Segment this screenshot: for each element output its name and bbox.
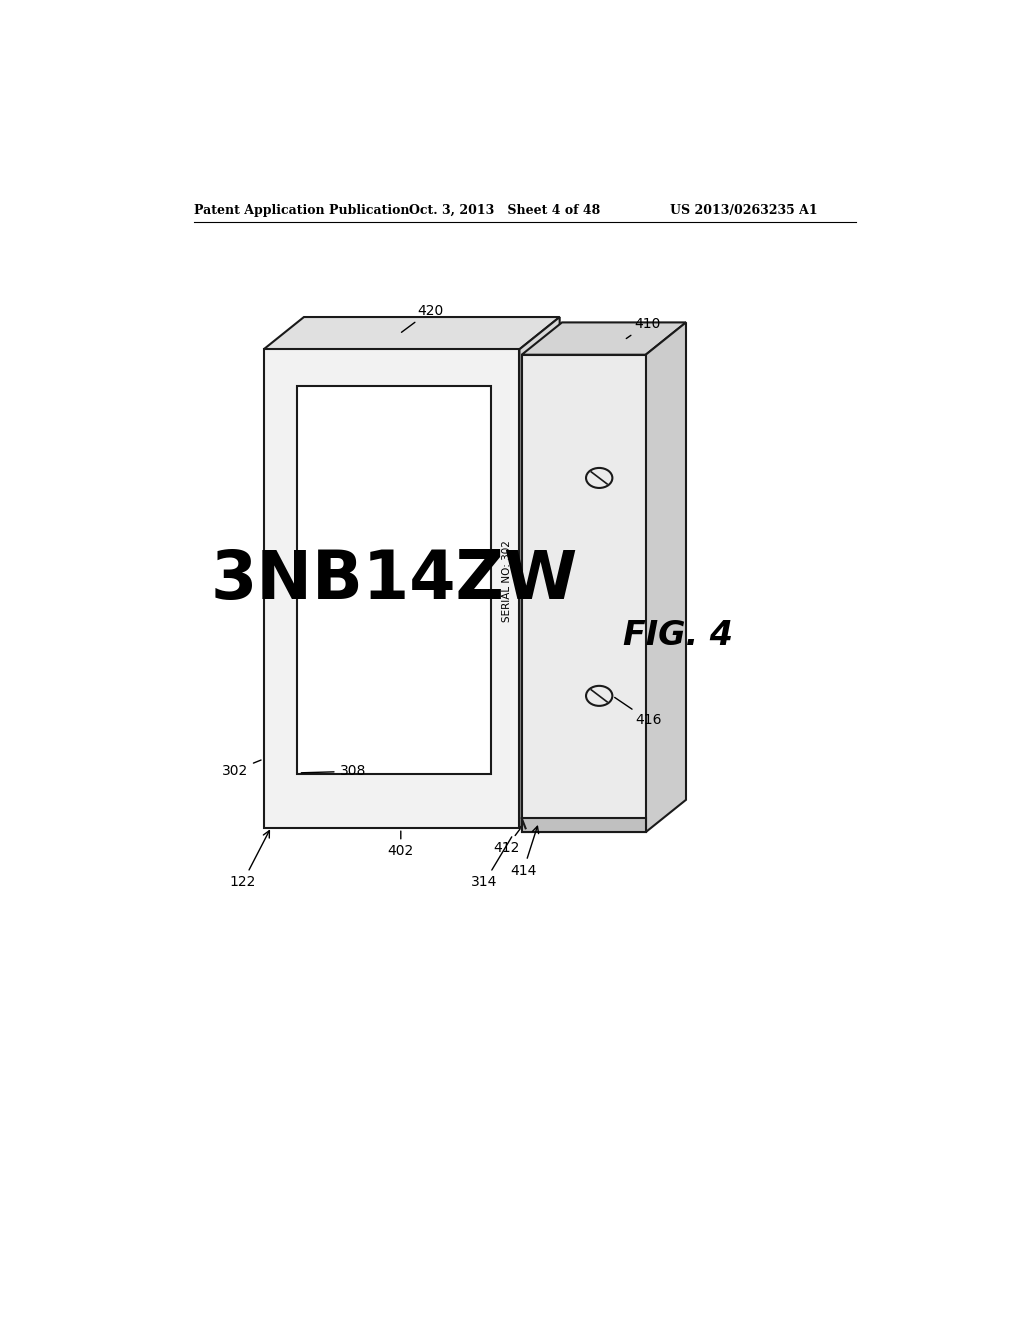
Text: 402: 402 — [388, 832, 414, 858]
Polygon shape — [263, 350, 519, 829]
Polygon shape — [521, 355, 646, 832]
Text: 122: 122 — [229, 830, 269, 890]
Text: 410: 410 — [627, 317, 660, 338]
Text: SERIAL NO: 302: SERIAL NO: 302 — [502, 540, 512, 622]
Text: 314: 314 — [471, 837, 512, 890]
Polygon shape — [297, 385, 490, 775]
Polygon shape — [521, 322, 686, 355]
Text: Patent Application Publication: Patent Application Publication — [194, 205, 410, 218]
Polygon shape — [519, 317, 560, 829]
Text: 416: 416 — [614, 697, 663, 727]
Polygon shape — [263, 317, 560, 350]
Text: 414: 414 — [510, 826, 539, 878]
Text: 3NB14ZW: 3NB14ZW — [210, 546, 578, 612]
Text: 420: 420 — [401, 304, 443, 333]
Text: 308: 308 — [301, 764, 366, 779]
Text: 302: 302 — [222, 760, 261, 777]
Text: FIG. 4: FIG. 4 — [624, 619, 733, 652]
Polygon shape — [521, 818, 646, 832]
Text: Oct. 3, 2013   Sheet 4 of 48: Oct. 3, 2013 Sheet 4 of 48 — [409, 205, 600, 218]
Text: US 2013/0263235 A1: US 2013/0263235 A1 — [671, 205, 818, 218]
Polygon shape — [646, 322, 686, 832]
Text: 412: 412 — [493, 829, 520, 854]
